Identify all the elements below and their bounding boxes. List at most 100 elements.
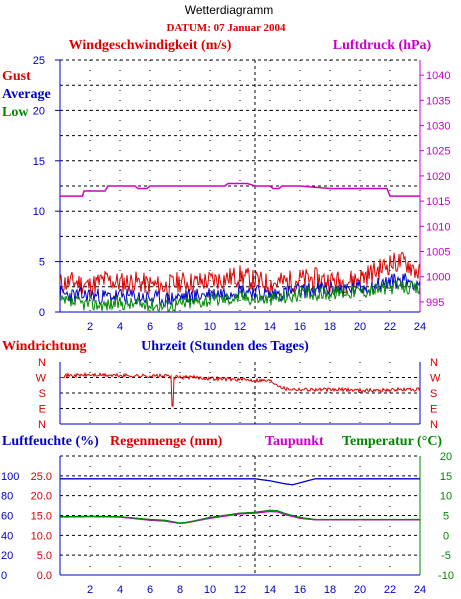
x-tick-label: 2 [87,584,93,596]
y-tick-label: 25 [33,55,45,67]
direction-series [59,371,421,407]
x-tick-label: 14 [264,584,276,596]
page-title: Wetterdiagramm [185,3,273,17]
x-tick-label: 6 [147,584,153,596]
rain-tick-label: 5.0 [37,550,52,562]
wind-x-ticks: 2 4 6 8 10 12 14 16 18 20 22 24 [87,321,426,333]
date-label: DATUM: 07 Januar 2004 [166,22,286,34]
x-tick-label: 22 [384,584,396,596]
rain-tick-label: 0.0 [37,570,52,582]
x-tick-label: 16 [294,584,306,596]
rain-tick-label: 15.0 [31,511,52,523]
temperature-title: Temperatur (°C) [342,434,442,449]
x-tick-label: 24 [414,321,426,333]
x-tick-label: 8 [177,584,183,596]
time-axis-label: Uhrzeit (Stunden des Tages) [141,339,309,354]
pressure-title: Luftdruck (hPa) [333,38,432,53]
dir-tick-right: S [430,388,437,400]
wind-speed-title: Windgeschwindigkeit (m/s) [69,38,232,53]
dir-tick-right: N [430,357,438,369]
temp-tick-label: -10 [438,570,454,582]
y2-tick-label: 1000 [426,272,450,284]
temp-tick-label: 20 [440,451,452,463]
x-tick-label: 8 [177,321,183,333]
x-tick-label: 4 [117,321,123,333]
x-tick-label: 18 [324,321,336,333]
dir-tick-left: W [36,373,47,385]
series-low [59,279,421,312]
x-tick-label: 12 [234,584,246,596]
series-wind-direction [59,371,421,407]
temp-tick-label: 5 [443,511,449,523]
y2-tick-label: 1020 [426,171,450,183]
rain-tick-label: 25.0 [31,471,52,483]
dir-tick-left: N [38,357,46,369]
y2-tick-label: 1025 [426,146,450,158]
x-tick-label: 18 [324,584,336,596]
dewpoint-title: Taupunkt [265,434,324,449]
humidity-tick-label: 80 [1,491,13,503]
humidity-tick-label: 0 [1,570,7,582]
x-tick-label: 20 [354,321,366,333]
series-luftfeuchte [60,478,420,486]
humidity-title: Luftfeuchte (%) [2,434,99,449]
x-tick-label: 20 [354,584,366,596]
humidity-tick-label: 40 [1,530,13,542]
wind-series [59,182,421,312]
x-tick-label: 22 [384,321,396,333]
climate-grid [60,455,420,575]
wind-grid [60,59,420,312]
y2-tick-label: 1035 [426,95,450,107]
rain-title: Regenmenge (mm) [110,434,223,449]
y2-tick-label: 995 [426,297,444,309]
legend-low: Low [2,105,29,120]
x-tick-label: 14 [264,321,276,333]
x-tick-label: 10 [204,321,216,333]
wind-direction-title: Windrichtung [2,339,87,354]
dir-tick-right: N [430,419,438,431]
humidity-tick-label: 100 [1,471,19,483]
x-tick-label: 16 [294,321,306,333]
x-tick-label: 24 [414,584,426,596]
rain-tick-label: 10.0 [31,530,52,542]
y2-tick-label: 1010 [426,221,450,233]
x-tick-label: 6 [147,321,153,333]
x-tick-label: 10 [204,584,216,596]
temp-tick-label: 10 [440,491,452,503]
climate-series [60,478,420,525]
wind-y-ticks: 0 5 10 15 20 25 [33,55,60,319]
direction-grid [60,362,420,424]
y2-tick-label: 1030 [426,121,450,133]
dir-tick-right: W [430,373,441,385]
temp-tick-label: -5 [441,550,451,562]
temp-tick-label: 15 [440,471,452,483]
dir-tick-left: E [39,404,46,416]
y-tick-label: 5 [39,257,45,269]
climate-y-ticks: 0 20 40 60 80 100 0.0 5.0 10.0 15.0 20.0 25.0 -10 -5 0… [1,451,454,582]
y-tick-label: 0 [39,307,45,319]
y-tick-label: 10 [33,206,45,218]
humidity-tick-label: 20 [1,550,13,562]
legend-gust: Gust [2,69,31,84]
x-tick-label: 4 [117,584,123,596]
y2-tick-label: 1040 [426,70,450,82]
series-average [59,273,421,308]
pressure-y-ticks: 995 1000 1005 1010 1015 1020 1025 1030 1035 1040 [420,70,450,309]
pressure-line [60,182,420,197]
humidity-tick-label: 60 [1,511,13,523]
x-tick-label: 2 [87,321,93,333]
dir-tick-left: S [39,388,46,400]
rain-tick-label: 20.0 [31,491,52,503]
legend-average: Average [2,87,51,102]
y-tick-label: 15 [33,156,45,168]
y-tick-label: 20 [33,105,45,117]
series-temperatur [60,509,420,524]
climate-x-ticks: 2 4 6 8 10 12 14 16 18 20 22 24 [87,584,426,596]
dir-tick-right: E [430,404,437,416]
y2-tick-label: 1015 [426,196,450,208]
dir-tick-left: N [38,419,46,431]
direction-y-ticks: N NW WS SE EN N [36,357,441,431]
temp-tick-label: 0 [443,530,449,542]
y2-tick-label: 1005 [426,247,450,259]
